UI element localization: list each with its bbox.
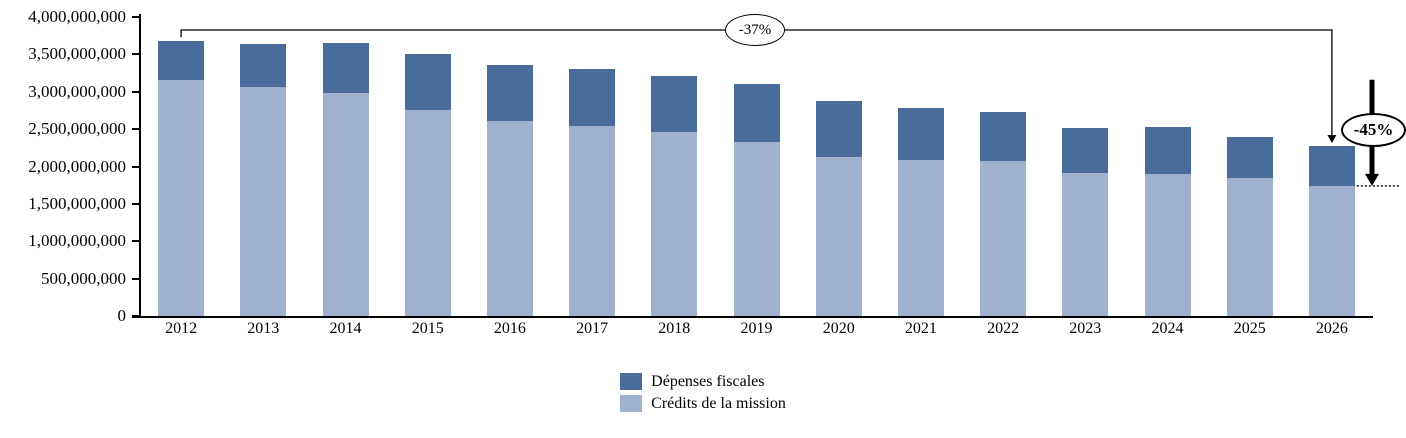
bar-segment-credits-mission — [1308, 185, 1355, 316]
y-axis-tick-label: 4,000,000,000 — [28, 7, 126, 26]
x-axis-category-label: 2013 — [247, 320, 280, 337]
bar-segment-depenses-fiscales — [404, 53, 451, 110]
down-arrowhead-37-icon — [1327, 134, 1337, 143]
y-axis-tick-label: 2,000,000,000 — [28, 156, 126, 176]
bar-segment-credits-mission — [1226, 177, 1273, 316]
bar-segment-credits-mission — [980, 160, 1027, 316]
x-axis-category-label: 2023 — [1069, 320, 1102, 337]
down-arrowhead-45-icon — [1365, 173, 1379, 186]
bar-segment-depenses-fiscales — [815, 100, 862, 157]
x-axis-category-label: 2022 — [987, 320, 1020, 337]
bar-segment-depenses-fiscales — [733, 83, 780, 142]
legend-label-credits-mission: Crédits de la mission — [651, 395, 786, 412]
y-axis-tick-label: 3,500,000,000 — [28, 44, 126, 64]
y-axis-tick — [132, 240, 140, 243]
bar-segment-depenses-fiscales — [569, 69, 616, 127]
bar-segment-credits-mission — [404, 109, 451, 316]
bar-segment-credits-mission — [733, 141, 780, 316]
x-axis-category-label: 2016 — [493, 320, 526, 337]
x-axis-category-label: 2014 — [329, 320, 362, 337]
legend-label-depenses-fiscales: Dépenses fiscales — [651, 373, 765, 390]
x-axis-line — [132, 316, 1373, 318]
bar-segment-depenses-fiscales — [1062, 128, 1109, 174]
bar-segment-depenses-fiscales — [486, 64, 533, 121]
legend-swatch-credits-mission — [620, 395, 643, 412]
y-axis-line — [139, 14, 141, 318]
annotation-ellipse-45: -45% — [1341, 113, 1406, 147]
x-axis-category-label: 2019 — [740, 320, 773, 337]
legend-item-credits: Crédits de la mission — [620, 394, 786, 413]
y-axis-tick-label: 3,000,000,000 — [28, 81, 126, 101]
legend-box: Dépenses fiscales Crédits de la mission — [620, 372, 786, 416]
y-axis-tick — [132, 128, 140, 131]
legend-swatch-depenses-fiscales — [620, 373, 643, 390]
bar-segment-depenses-fiscales — [897, 108, 944, 160]
bar-segment-depenses-fiscales — [322, 43, 369, 94]
y-axis-tick — [132, 53, 140, 56]
x-axis-category-label: 2018 — [658, 320, 691, 337]
bar-segment-credits-mission — [322, 93, 369, 316]
annotation-ellipse-37: -37% — [725, 14, 785, 46]
bar-segment-credits-mission — [158, 79, 205, 316]
y-axis-tick — [132, 90, 140, 93]
y-axis-tick-label: 1,000,000,000 — [28, 231, 126, 251]
bar-segment-depenses-fiscales — [1144, 126, 1191, 174]
x-axis-category-label: 2012 — [165, 320, 198, 337]
bar-segment-credits-mission — [815, 156, 862, 316]
bar-segment-depenses-fiscales — [980, 111, 1027, 161]
annotation-label-37: -37% — [738, 21, 772, 38]
x-axis-category-label: 2017 — [576, 320, 609, 337]
x-axis-category-label: 2020 — [822, 320, 855, 337]
y-axis-tick — [132, 202, 140, 205]
y-axis-tick-label: 0 — [117, 306, 127, 325]
x-axis-category-label: 2015 — [411, 320, 444, 337]
y-axis-tick-label: 500,000,000 — [41, 268, 126, 288]
bar-segment-credits-mission — [240, 86, 287, 316]
bar-segment-depenses-fiscales — [240, 43, 287, 87]
bar-segment-depenses-fiscales — [158, 41, 205, 80]
bar-segment-credits-mission — [897, 159, 944, 316]
y-axis-tick — [132, 277, 140, 280]
x-axis-category-label: 2024 — [1151, 320, 1184, 337]
bar-segment-depenses-fiscales — [1308, 145, 1355, 186]
legend: Dépenses fiscales Crédits de la mission — [0, 372, 1406, 416]
bar-segment-credits-mission — [651, 132, 698, 316]
x-axis-category-label: 2026 — [1315, 320, 1348, 337]
y-axis-tick-label: 2,500,000,000 — [28, 119, 126, 139]
bar-segment-credits-mission — [1144, 173, 1191, 316]
annotation-label-45: -45% — [1353, 120, 1394, 139]
bar-segment-depenses-fiscales — [1226, 136, 1273, 178]
y-axis-tick-label: 1,500,000,000 — [28, 193, 126, 213]
x-axis-category-label: 2021 — [904, 320, 937, 337]
x-axis-category-label: 2025 — [1233, 320, 1266, 337]
legend-item-depenses: Dépenses fiscales — [620, 372, 786, 391]
bar-segment-credits-mission — [486, 120, 533, 316]
y-axis-tick — [132, 315, 140, 317]
bar-segment-credits-mission — [1062, 173, 1109, 316]
y-axis-tick — [132, 16, 140, 18]
bar-segment-credits-mission — [569, 126, 616, 316]
bar-segment-depenses-fiscales — [651, 76, 698, 133]
y-axis-tick — [132, 165, 140, 168]
